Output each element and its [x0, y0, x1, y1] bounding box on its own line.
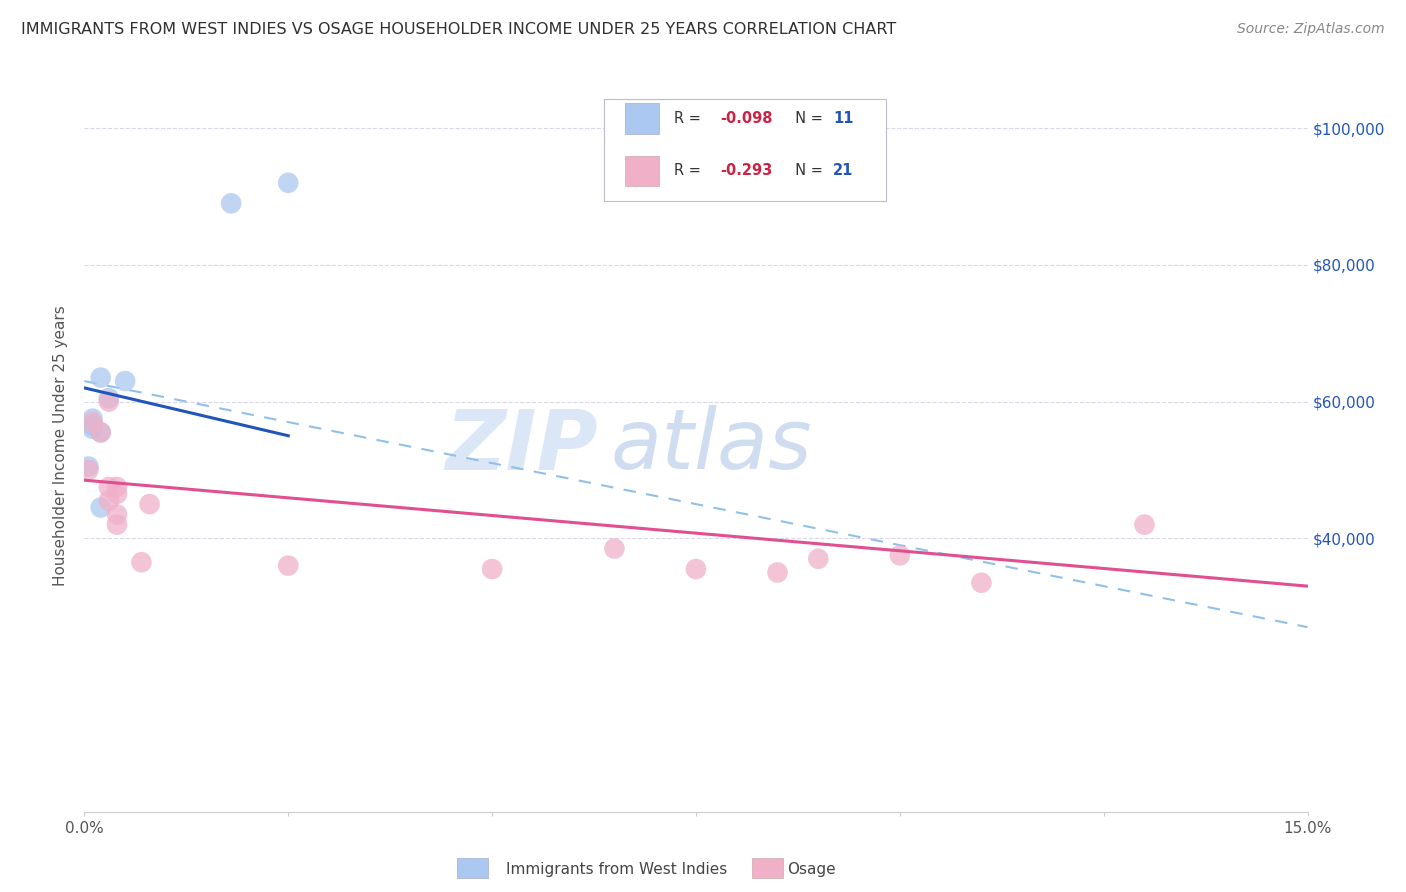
Point	[1133, 517, 1156, 532]
Text: IMMIGRANTS FROM WEST INDIES VS OSAGE HOUSEHOLDER INCOME UNDER 25 YEARS CORRELATI: IMMIGRANTS FROM WEST INDIES VS OSAGE HOU…	[21, 22, 897, 37]
Text: -0.098: -0.098	[720, 111, 773, 126]
Point	[90, 370, 112, 384]
Point	[889, 549, 911, 563]
Point	[131, 555, 153, 569]
Point	[138, 497, 160, 511]
Text: Immigrants from West Indies: Immigrants from West Indies	[506, 863, 727, 877]
Point	[97, 394, 120, 409]
Text: R =: R =	[673, 163, 706, 178]
Point	[90, 500, 112, 515]
Point	[807, 551, 830, 566]
Point	[77, 459, 100, 474]
Text: R =: R =	[673, 111, 706, 126]
FancyBboxPatch shape	[626, 103, 659, 134]
Point	[97, 493, 120, 508]
Point	[105, 487, 128, 501]
Point	[90, 425, 112, 440]
Y-axis label: Householder Income Under 25 years: Householder Income Under 25 years	[53, 306, 69, 586]
Point	[105, 480, 128, 494]
Point	[97, 480, 120, 494]
Text: N =: N =	[786, 111, 828, 126]
Point	[481, 562, 503, 576]
Point	[90, 425, 112, 440]
Point	[105, 508, 128, 522]
Text: -0.293: -0.293	[720, 163, 773, 178]
Point	[970, 575, 993, 590]
Point	[77, 463, 100, 477]
Point	[277, 558, 299, 573]
Point	[82, 415, 104, 429]
Point	[685, 562, 707, 576]
Text: N =: N =	[786, 163, 828, 178]
FancyBboxPatch shape	[605, 99, 886, 201]
Point	[97, 391, 120, 405]
Text: 21: 21	[832, 163, 853, 178]
Text: Osage: Osage	[787, 863, 837, 877]
Text: 11: 11	[832, 111, 853, 126]
Point	[82, 418, 104, 433]
Point	[603, 541, 626, 556]
Point	[766, 566, 789, 580]
Point	[219, 196, 242, 211]
Text: atlas: atlas	[610, 406, 813, 486]
Point	[82, 422, 104, 436]
Point	[82, 411, 104, 425]
Point	[114, 374, 136, 388]
FancyBboxPatch shape	[626, 155, 659, 186]
Text: ZIP: ZIP	[446, 406, 598, 486]
Point	[277, 176, 299, 190]
Point	[105, 517, 128, 532]
Text: Source: ZipAtlas.com: Source: ZipAtlas.com	[1237, 22, 1385, 37]
